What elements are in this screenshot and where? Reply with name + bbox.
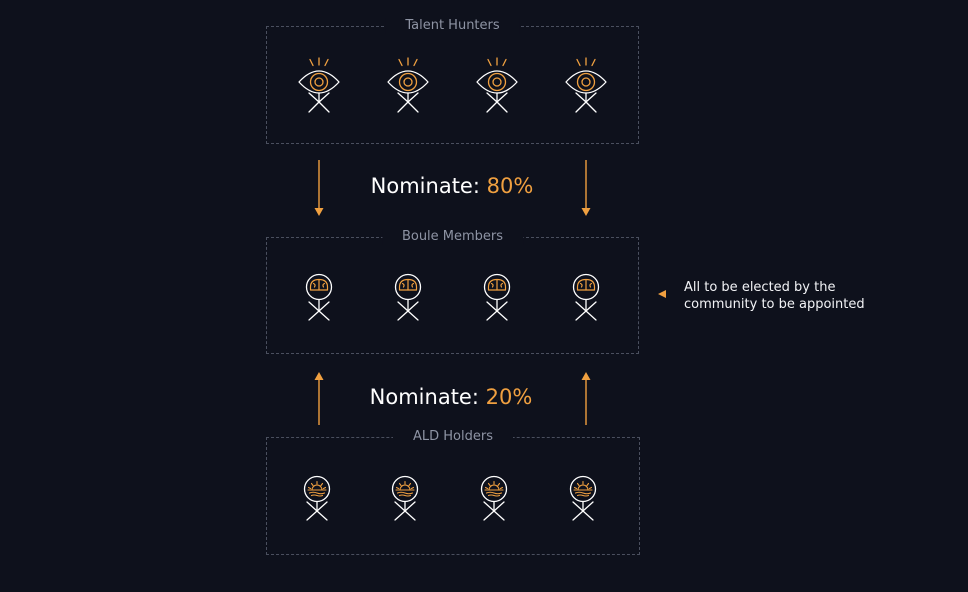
note-line-2: community to be appointed xyxy=(684,297,865,312)
ald-holder-sun-icon xyxy=(559,473,607,537)
nominate-80-label: Nominate: 80% xyxy=(302,173,602,199)
boule-members-label: Boule Members xyxy=(381,229,524,245)
talent-hunters-group: Talent Hunters xyxy=(266,18,639,144)
note-line-1: All to be elected by the xyxy=(684,280,836,295)
ald-holder-sun-icon xyxy=(381,473,429,537)
talent-hunter-eye-icon xyxy=(384,56,432,120)
arrow-down-left xyxy=(313,160,325,218)
nominate-20-label: Nominate: 20% xyxy=(301,384,601,410)
note-pointer-icon xyxy=(658,290,666,298)
arrow-down-right xyxy=(580,160,592,218)
arrow-up-right xyxy=(580,370,592,426)
boule-member-brain-icon xyxy=(562,271,610,335)
election-note-text: All to be elected by the community to be… xyxy=(684,279,954,313)
talent-hunters-label: Talent Hunters xyxy=(385,18,520,34)
talent-hunter-eye-icon xyxy=(473,56,521,120)
nominate-word: Nominate: xyxy=(370,174,480,198)
ald-holder-sun-icon xyxy=(470,473,518,537)
talent-hunter-eye-icon xyxy=(295,56,343,120)
boule-member-brain-icon xyxy=(384,271,432,335)
arrow-up-left xyxy=(313,370,325,426)
boule-member-brain-icon xyxy=(295,271,343,335)
nominate-percent: 80% xyxy=(486,174,534,198)
boule-members-group: Boule Members xyxy=(266,229,639,354)
ald-holders-label: ALD Holders xyxy=(393,429,513,445)
ald-holder-sun-icon xyxy=(293,473,341,537)
nominate-percent: 20% xyxy=(485,385,533,409)
talent-hunter-eye-icon xyxy=(562,56,610,120)
boule-member-brain-icon xyxy=(473,271,521,335)
nominate-word: Nominate: xyxy=(369,385,479,409)
ald-holders-group: ALD Holders xyxy=(266,429,640,555)
